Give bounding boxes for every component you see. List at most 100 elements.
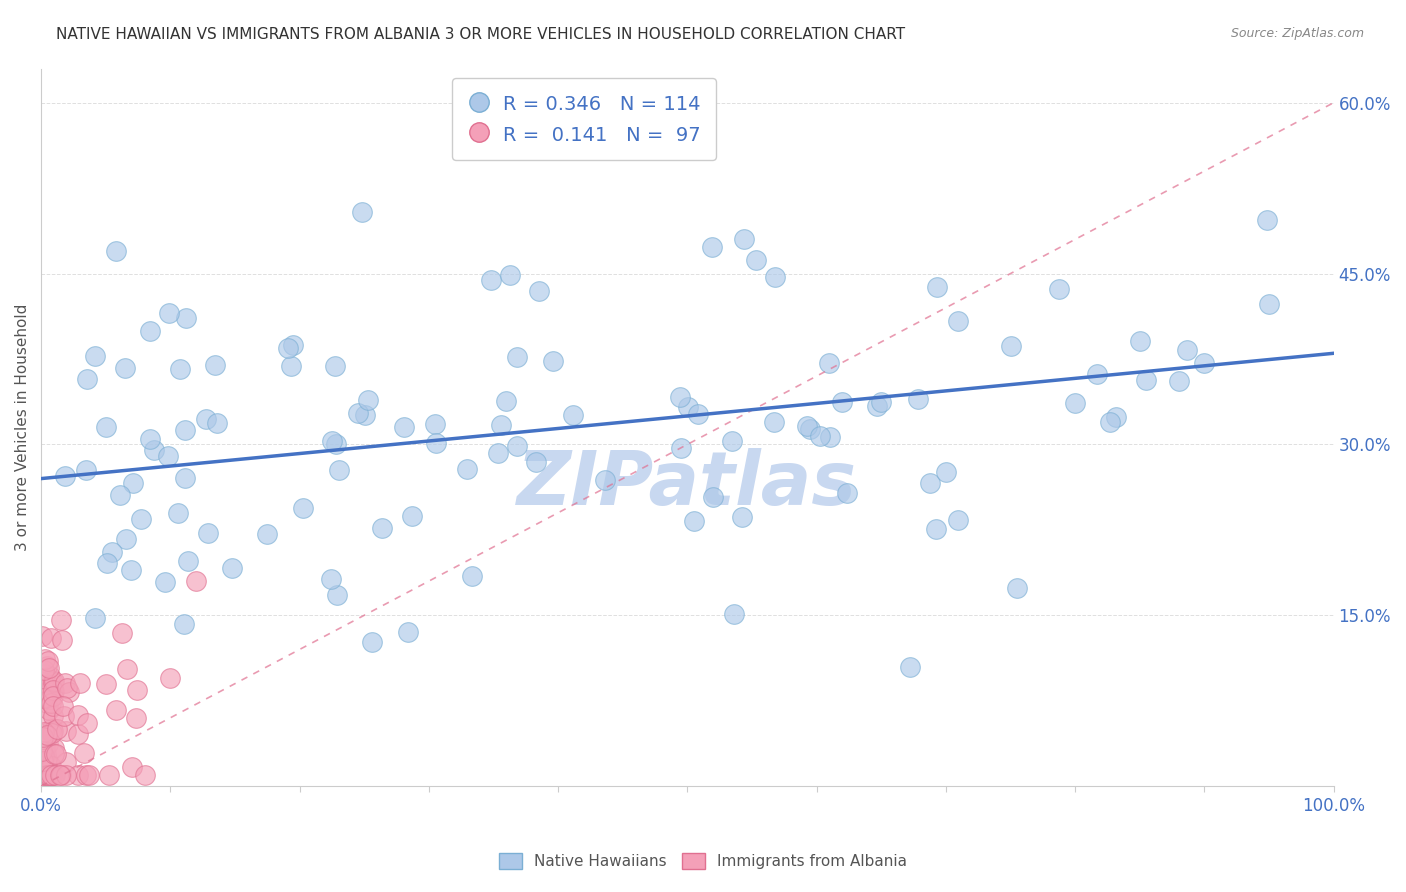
Point <box>796 418 818 433</box>
Point <box>84 611 107 625</box>
Point <box>129 512 152 526</box>
Point <box>34 708 56 723</box>
Point <box>1167 374 1189 388</box>
Point <box>174 423 197 437</box>
Legend: R = 0.346   N = 114, R =  0.141   N =  97: R = 0.346 N = 114, R = 0.141 N = 97 <box>453 78 716 161</box>
Point <box>117 662 139 676</box>
Point <box>818 356 841 370</box>
Point <box>425 436 447 450</box>
Point <box>35 728 58 742</box>
Point <box>66 708 89 723</box>
Point <box>731 510 754 524</box>
Point <box>280 359 302 373</box>
Point <box>907 392 929 406</box>
Point <box>173 616 195 631</box>
Point <box>125 710 148 724</box>
Point <box>195 412 218 426</box>
Point <box>292 501 315 516</box>
Point <box>35 768 58 782</box>
Point <box>1000 339 1022 353</box>
Point <box>32 730 55 744</box>
Point <box>325 436 347 450</box>
Point <box>831 395 853 409</box>
Point <box>108 488 131 502</box>
Point <box>526 455 548 469</box>
Point <box>44 768 66 782</box>
Point <box>121 760 143 774</box>
Point <box>935 465 957 479</box>
Point <box>122 476 145 491</box>
Point <box>34 652 56 666</box>
Point <box>1105 410 1128 425</box>
Point <box>328 463 350 477</box>
Point <box>46 723 69 737</box>
Point <box>34 687 56 701</box>
Point <box>31 744 53 758</box>
Point <box>42 768 65 782</box>
Point <box>1135 373 1157 387</box>
Point <box>326 588 349 602</box>
Point <box>34 768 56 782</box>
Point <box>283 337 305 351</box>
Point <box>221 560 243 574</box>
Point <box>45 747 67 762</box>
Point <box>35 690 58 704</box>
Point <box>176 554 198 568</box>
Point <box>593 473 616 487</box>
Point <box>35 765 58 780</box>
Point <box>32 748 55 763</box>
Point <box>506 439 529 453</box>
Point <box>41 768 63 782</box>
Point <box>350 205 373 219</box>
Point <box>1256 213 1278 227</box>
Point <box>34 747 56 762</box>
Point <box>42 683 65 698</box>
Point <box>541 353 564 368</box>
Point <box>354 408 377 422</box>
Point <box>134 768 156 782</box>
Point <box>1047 282 1070 296</box>
Point <box>423 417 446 431</box>
Point <box>142 443 165 458</box>
Point <box>808 429 831 443</box>
Point <box>479 273 502 287</box>
Point <box>79 768 101 782</box>
Point <box>31 691 53 706</box>
Point <box>32 766 55 780</box>
Point <box>41 724 63 739</box>
Point <box>197 525 219 540</box>
Point <box>55 768 77 782</box>
Point <box>55 756 77 770</box>
Point <box>686 407 709 421</box>
Point <box>98 768 121 782</box>
Point <box>1098 415 1121 429</box>
Point <box>918 476 941 491</box>
Point <box>277 341 299 355</box>
Point <box>69 676 91 690</box>
Point <box>321 434 343 448</box>
Point <box>32 689 55 703</box>
Point <box>53 468 76 483</box>
Point <box>31 691 53 706</box>
Point <box>76 372 98 386</box>
Point <box>818 429 841 443</box>
Point <box>35 697 58 711</box>
Point <box>34 673 56 688</box>
Point <box>668 390 690 404</box>
Point <box>733 232 755 246</box>
Point <box>120 563 142 577</box>
Point <box>204 359 226 373</box>
Point <box>39 768 62 782</box>
Point <box>948 513 970 527</box>
Point <box>42 747 65 761</box>
Point <box>167 506 190 520</box>
Point <box>1007 581 1029 595</box>
Point <box>1085 367 1108 381</box>
Point <box>39 759 62 773</box>
Point <box>256 527 278 541</box>
Point <box>745 252 768 267</box>
Point <box>31 674 53 689</box>
Point <box>31 629 53 643</box>
Point <box>38 703 60 717</box>
Point <box>49 613 72 627</box>
